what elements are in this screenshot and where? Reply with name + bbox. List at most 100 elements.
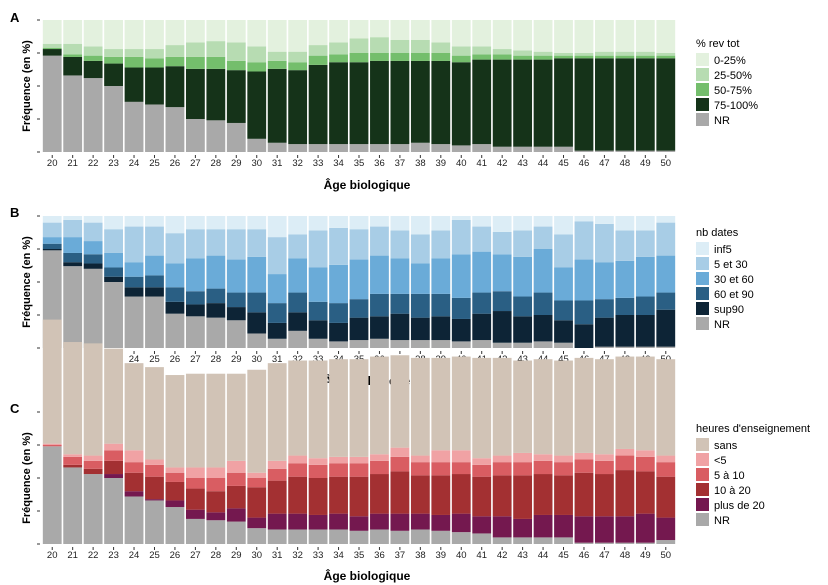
legend-label: NR xyxy=(714,319,730,331)
bar-segment xyxy=(410,60,430,143)
bar-segment xyxy=(308,301,328,321)
bar-segment xyxy=(574,459,594,473)
bar-segment xyxy=(104,86,123,152)
legend-label: 10 à 20 xyxy=(714,485,751,497)
bar-segment xyxy=(226,216,246,230)
bar-segment xyxy=(206,20,226,42)
bar-segment xyxy=(63,56,83,76)
bar-segment xyxy=(635,150,655,152)
bar-segment xyxy=(349,340,369,348)
bar-segment xyxy=(554,514,573,538)
bar-segment xyxy=(431,258,451,294)
bar-segment xyxy=(185,229,205,259)
bar-segment xyxy=(451,462,471,475)
x-tick-label: 37 xyxy=(395,158,406,169)
bar-segment xyxy=(185,68,205,119)
bar-segment xyxy=(410,53,430,61)
bar-segment xyxy=(288,20,308,52)
bar-segment xyxy=(206,68,226,121)
bar-segment xyxy=(410,357,430,456)
bar-segment xyxy=(595,542,614,544)
bar-segment xyxy=(370,316,389,339)
bar-segment xyxy=(615,448,635,456)
bar-segment xyxy=(472,533,492,544)
bar-segment xyxy=(410,475,430,514)
bar-segment xyxy=(165,500,185,508)
legend-swatch xyxy=(696,257,709,270)
bar-segment xyxy=(83,254,103,264)
bar-segment xyxy=(635,216,655,231)
bar-segment xyxy=(390,456,410,472)
bar-segment xyxy=(206,41,226,57)
bar-segment xyxy=(145,275,164,288)
bar-segment xyxy=(124,450,144,463)
bar-segment xyxy=(513,452,533,463)
x-tick-label: 23 xyxy=(108,550,119,561)
bar-segment xyxy=(42,47,62,50)
bar-segment xyxy=(451,145,471,152)
bar-segment xyxy=(267,274,287,304)
bar-segment xyxy=(656,462,676,477)
bar-segment xyxy=(308,20,328,46)
bar-segment xyxy=(145,500,164,544)
bar-segment xyxy=(124,296,144,348)
bar-segment xyxy=(431,530,451,544)
bar-segment xyxy=(349,476,369,517)
bar-segment xyxy=(431,230,451,259)
bar-segment xyxy=(267,20,287,52)
bar-segment xyxy=(635,471,655,514)
bar-segment xyxy=(635,230,655,257)
bar-segment xyxy=(451,62,471,146)
bar-segment xyxy=(554,146,573,152)
bar-segment xyxy=(308,529,328,544)
bar-segment xyxy=(431,462,451,476)
bar-segment xyxy=(145,287,164,297)
bar-segment xyxy=(635,51,655,56)
bar-segment xyxy=(472,458,492,465)
bar-segment xyxy=(390,144,410,152)
bar-segment xyxy=(595,299,614,318)
bar-segment xyxy=(635,20,655,52)
bar-segment xyxy=(370,513,389,530)
bar-segment xyxy=(63,43,83,55)
bar-segment xyxy=(206,120,226,152)
bar-segment xyxy=(185,316,205,348)
bar-segment xyxy=(390,355,410,448)
bar-segment xyxy=(267,513,287,530)
bar-segment xyxy=(615,315,635,347)
panel-letter: B xyxy=(10,205,19,220)
bar-segment xyxy=(635,513,655,543)
bar-segment xyxy=(656,222,676,256)
bar-segment xyxy=(533,249,553,293)
x-tick-label: 47 xyxy=(599,158,610,169)
bar-segment xyxy=(267,237,287,275)
bar-segment xyxy=(349,516,369,531)
bar-segment xyxy=(267,60,287,69)
bar-segment xyxy=(104,252,123,268)
bar-segment xyxy=(145,20,164,50)
bar-segment xyxy=(329,20,348,43)
bar-segment xyxy=(308,267,328,302)
bar-segment xyxy=(492,20,512,50)
bar-segment xyxy=(247,71,267,139)
bar-segment xyxy=(595,454,614,461)
bar-segment xyxy=(329,216,348,228)
bar-segment xyxy=(104,49,123,57)
bar-segment xyxy=(390,230,410,259)
bar-segment xyxy=(533,55,553,60)
bar-segment xyxy=(574,150,594,152)
bar-segment xyxy=(42,49,62,56)
bar-segment xyxy=(370,53,389,61)
bar-segment xyxy=(247,312,267,334)
bar-segment xyxy=(329,264,348,304)
bar-segment xyxy=(451,450,471,463)
x-tick-label: 32 xyxy=(292,354,303,365)
bar-segment xyxy=(513,146,533,152)
bar-segment xyxy=(595,516,614,543)
x-tick-label: 30 xyxy=(251,158,262,169)
bar-segment xyxy=(390,447,410,457)
bar-segment xyxy=(308,338,328,348)
bar-segment xyxy=(206,317,226,348)
bar-segment xyxy=(370,226,389,256)
bar-segment xyxy=(656,359,676,456)
